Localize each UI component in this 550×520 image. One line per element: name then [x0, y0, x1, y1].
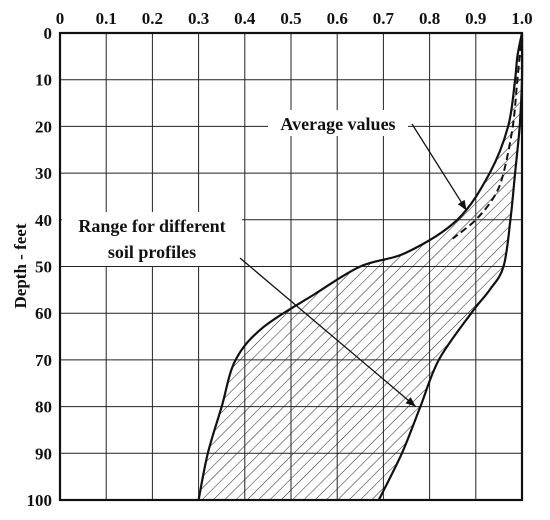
x-tick-labels: 0 0.1 0.2 0.3 0.4 0.5 0.6 0.7 0.8 0.9 1.0: [56, 9, 533, 28]
y-tick-label: 0: [44, 24, 53, 43]
y-tick-label: 70: [35, 351, 52, 370]
y-tick-label: 90: [35, 444, 52, 463]
y-axis-title: Depth - feet: [11, 223, 30, 308]
range-annotation: Range for different soil profiles: [62, 212, 242, 266]
x-tick-label: 0.6: [327, 9, 348, 28]
y-tick-label: 30: [35, 164, 52, 183]
upper-bound-curve: [377, 32, 524, 501]
range-arrow-head: [405, 397, 416, 407]
x-tick-label: 0.5: [280, 9, 301, 28]
y-tick-label: 20: [35, 117, 52, 136]
x-tick-label: 0.2: [142, 9, 163, 28]
y-tick-label: 40: [35, 211, 52, 230]
lower-bound-curve: [197, 32, 524, 501]
y-tick-label: 80: [35, 398, 52, 417]
y-tick-label: 10: [35, 71, 52, 90]
x-tick-label: 0.1: [96, 9, 117, 28]
x-tick-label: 0.9: [465, 9, 486, 28]
x-tick-label: 0.7: [373, 9, 395, 28]
range-label-line1: Range for different: [78, 216, 225, 236]
y-tick-label: 100: [27, 491, 53, 510]
curves: [197, 32, 524, 501]
x-tick-label: 0.4: [234, 9, 256, 28]
range-arrow: [239, 257, 417, 408]
average-values-label: Average values: [280, 114, 395, 134]
annotation-arrows: [239, 123, 468, 408]
y-tick-labels: 0 10 20 30 40 50 60 70 80 90 100: [27, 24, 53, 510]
y-tick-label: 50: [35, 258, 52, 277]
x-tick-label: 0.8: [419, 9, 440, 28]
average-curve: [452, 32, 523, 240]
x-tick-label: 0.3: [188, 9, 209, 28]
y-tick-label: 60: [35, 304, 52, 323]
range-label-line2: soil profiles: [108, 242, 196, 262]
x-tick-label: 0: [56, 9, 65, 28]
average-annotation: Average values: [268, 110, 408, 136]
average-arrow-head: [457, 199, 467, 211]
plot-frame: [58, 31, 524, 502]
x-tick-label: 1.0: [511, 9, 532, 28]
average-arrow: [411, 123, 468, 211]
